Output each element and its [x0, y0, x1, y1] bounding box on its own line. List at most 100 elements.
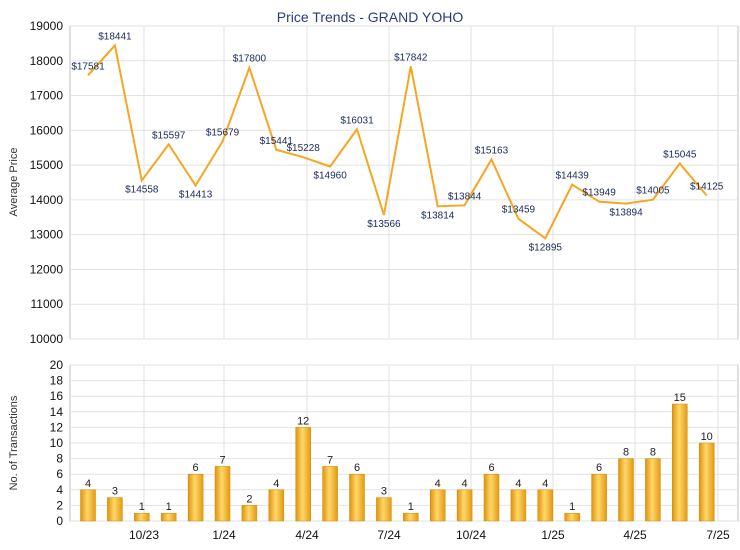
transactions-bar [80, 489, 96, 522]
transactions-bar-label: 7 [327, 454, 333, 466]
price-data-label: $17800 [233, 54, 267, 65]
transactions-bar-label: 8 [623, 447, 629, 459]
price-data-label: $14439 [556, 171, 590, 182]
price-data-label: $13459 [502, 205, 536, 216]
price-y-tick-label: 11000 [31, 297, 64, 311]
transactions-y-tick-label: 0 [56, 514, 63, 528]
transactions-y-tick-label: 20 [50, 358, 64, 372]
transactions-bar [295, 427, 311, 522]
price-data-label: $17842 [394, 52, 428, 63]
price-data-label: $15163 [475, 145, 509, 156]
transactions-bar-label: 6 [193, 462, 199, 474]
transactions-y-tick-label: 6 [56, 467, 63, 481]
price-data-label: $14960 [313, 171, 347, 182]
transactions-y-tick-label: 2 [56, 498, 63, 512]
transactions-bar-label: 4 [462, 478, 468, 490]
price-data-label: $15441 [260, 136, 294, 147]
x-tick-label: 1/24 [212, 528, 236, 542]
x-tick-label: 10/23 [129, 528, 159, 542]
transactions-bar [160, 512, 177, 522]
price-y-tick-label: 13000 [30, 228, 64, 242]
price-data-label: $16031 [340, 115, 374, 126]
transactions-bar [483, 473, 500, 522]
transactions-bar [241, 505, 258, 522]
price-data-label: $17581 [71, 61, 105, 72]
transactions-bar-label: 10 [701, 431, 713, 443]
transactions-bar-label: 4 [435, 478, 441, 490]
transactions-y-tick-label: 16 [50, 389, 64, 403]
price-y-axis-label: Average Price [8, 148, 20, 217]
transactions-y-tick-label: 4 [56, 483, 63, 497]
transactions-bars [80, 403, 715, 522]
price-y-tick-label: 12000 [30, 262, 64, 276]
transactions-bar-label: 12 [297, 415, 309, 427]
transactions-x-ticks: 10/23 1/24 4/24 7/24 10/24 1/25 4/25 7/25 [129, 528, 730, 542]
price-y-tick-label: 16000 [30, 123, 64, 137]
price-line-series [87, 43, 708, 240]
transactions-bar-label: 6 [488, 462, 494, 474]
transactions-bar-label: 4 [273, 478, 279, 490]
price-data-label: $14125 [690, 182, 724, 193]
transactions-y-tick-label: 8 [56, 452, 63, 466]
transactions-bar-label: 3 [381, 486, 387, 498]
price-data-label: $13814 [421, 210, 455, 221]
x-tick-label: 4/25 [623, 528, 647, 542]
transactions-bar-label: 2 [246, 493, 252, 505]
x-tick-label: 7/24 [377, 528, 401, 542]
transactions-bar [107, 497, 123, 522]
price-panel: 10000 11000 12000 13000 14000 15000 16000 17000… [8, 19, 739, 346]
transactions-y-tick-label: 14 [50, 405, 64, 419]
transactions-bar [429, 489, 446, 522]
transactions-y-axis-label: No. of Transactions [8, 395, 20, 490]
x-tick-label: 4/24 [295, 528, 319, 542]
price-data-label: $12895 [529, 242, 563, 253]
price-data-label: $14005 [636, 186, 670, 197]
x-tick-label: 7/25 [706, 528, 730, 542]
price-data-label: $15228 [287, 143, 321, 154]
transactions-bar [456, 489, 473, 522]
price-y-tick-label: 10000 [30, 332, 64, 346]
price-y-tick-label: 14000 [30, 193, 64, 207]
transactions-bar [376, 497, 392, 522]
chart-title: Price Trends - GRAND YOHO [277, 9, 464, 25]
transactions-bar-labels: 4 3 1 1 6 7 2 4 12 7 6 3 1 4 4 6 4 4 1 6 8 8 15 10 [85, 392, 713, 513]
transactions-y-tick-label: 10 [50, 436, 64, 450]
transactions-bar [591, 473, 607, 522]
transactions-bar-label: 1 [569, 501, 575, 513]
price-data-label: $15597 [152, 130, 186, 141]
transactions-bar [698, 442, 715, 522]
transactions-bar [187, 473, 204, 522]
transactions-y-tick-label: 18 [50, 374, 64, 388]
transactions-bar-label: 1 [166, 501, 172, 513]
transactions-bar [618, 458, 634, 522]
transactions-bar-label: 8 [650, 447, 656, 459]
x-tick-label: 10/24 [456, 528, 486, 542]
price-plot-area [69, 25, 739, 340]
transactions-bar [214, 466, 231, 522]
transactions-bar-label: 1 [408, 501, 414, 513]
price-y-tick-label: 15000 [30, 158, 64, 172]
transactions-bar-label: 4 [85, 478, 91, 490]
price-y-tick-label: 19000 [30, 19, 64, 33]
transactions-bar-label: 15 [674, 392, 686, 404]
price-data-label: $13949 [582, 188, 616, 199]
price-data-label: $14558 [125, 184, 159, 195]
transactions-bar-label: 6 [596, 462, 602, 474]
price-data-labels: $17581 $18441 $14558 $15597 $14413 $15679 $178… [71, 31, 724, 253]
transactions-bar [268, 489, 285, 522]
transactions-bar-label: 4 [515, 478, 521, 490]
transactions-bar [672, 403, 688, 522]
transactions-bar [510, 489, 527, 522]
price-data-label: $13894 [609, 208, 643, 219]
price-data-label: $13566 [367, 219, 401, 230]
transactions-bar-label: 1 [139, 501, 145, 513]
transactions-bar [564, 512, 580, 522]
transactions-bar [322, 466, 338, 522]
price-y-tick-label: 18000 [30, 54, 64, 68]
price-data-label: $15045 [663, 150, 697, 161]
x-tick-label: 1/25 [541, 528, 565, 542]
price-data-label: $13844 [448, 191, 482, 202]
